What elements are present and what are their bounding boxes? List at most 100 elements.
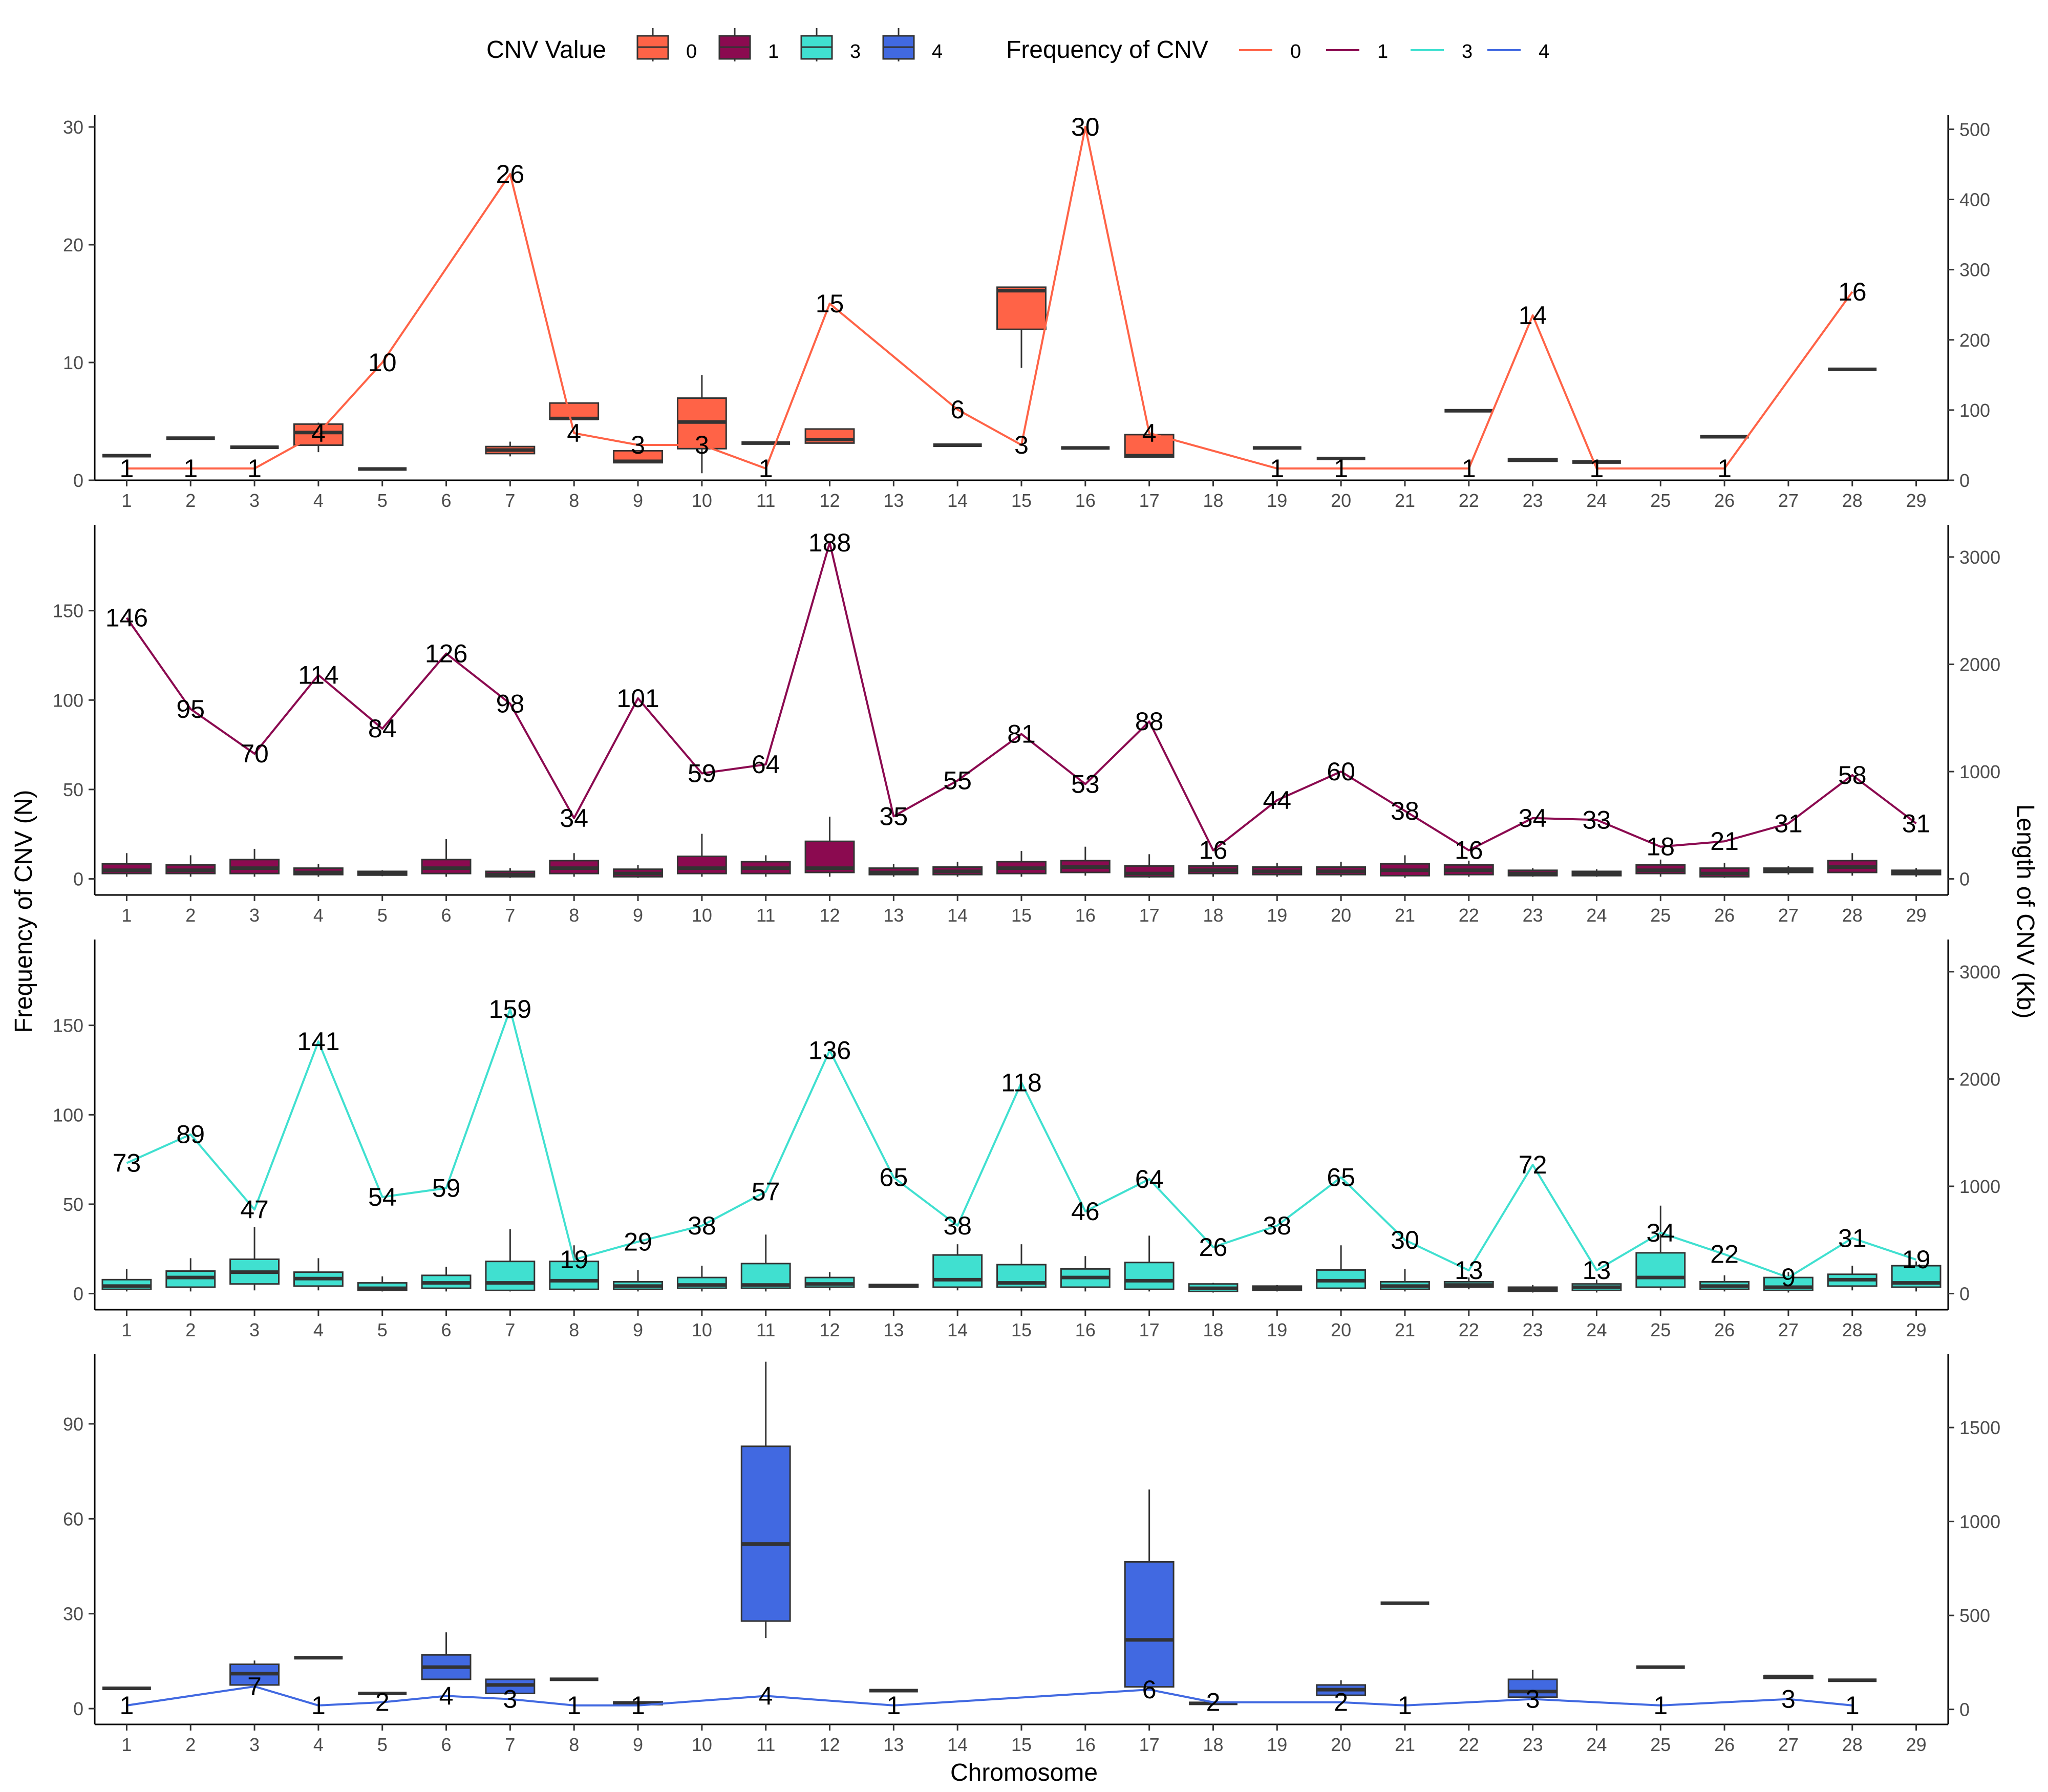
frequency-label-chr-24: 13 xyxy=(1583,1256,1611,1285)
x-tick-label: 18 xyxy=(1203,490,1223,511)
box xyxy=(676,856,727,874)
x-tick-label: 6 xyxy=(441,1734,452,1755)
frequency-label-chr-21: 30 xyxy=(1391,1226,1419,1254)
x-tick-label: 24 xyxy=(1586,1319,1607,1340)
boxplot-chr-24 xyxy=(1571,1279,1622,1293)
frequency-label-chr-18: 16 xyxy=(1199,836,1228,865)
boxplot-chr-12 xyxy=(804,428,855,444)
legend-line-keys: 0 1 3 4 xyxy=(1239,41,1549,62)
x-tick-label: 24 xyxy=(1586,490,1607,511)
frequency-label-chr-16: 53 xyxy=(1071,770,1100,798)
y-left-tick-label: 150 xyxy=(53,1015,83,1036)
x-tick-label: 16 xyxy=(1075,905,1096,926)
y-left-tick-label: 30 xyxy=(63,117,83,138)
frequency-label-chr-23: 14 xyxy=(1519,301,1547,330)
x-tick-label: 9 xyxy=(633,490,643,511)
boxplot-chr-17 xyxy=(1124,854,1175,878)
frequency-label-chr-4: 4 xyxy=(311,419,326,447)
frequency-label-chr-27: 9 xyxy=(1781,1263,1796,1292)
x-tick-label: 20 xyxy=(1331,905,1351,926)
x-tick-label: 11 xyxy=(756,490,775,511)
x-tick-label: 8 xyxy=(569,1319,579,1340)
boxplot-chr-25 xyxy=(1635,859,1686,877)
boxplot-chr-11 xyxy=(740,1234,791,1292)
frequency-label-chr-26: 1 xyxy=(1717,454,1732,483)
boxplot-chr-21 xyxy=(1380,1269,1430,1292)
boxplot-chr-26 xyxy=(1699,1275,1750,1292)
boxplot-chr-1 xyxy=(101,1269,152,1292)
boxplot-chr-13 xyxy=(868,1284,919,1288)
x-tick-label: 28 xyxy=(1842,490,1863,511)
boxplot-chr-6 xyxy=(421,839,472,877)
frequency-label-chr-16: 30 xyxy=(1071,113,1100,141)
x-tick-label: 3 xyxy=(249,1734,260,1755)
frequency-label-chr-22: 16 xyxy=(1455,836,1483,865)
x-tick-label: 23 xyxy=(1523,1734,1543,1755)
frequency-label-chr-5: 54 xyxy=(368,1183,397,1211)
x-tick-label: 10 xyxy=(692,905,712,926)
boxplot-chr-15 xyxy=(996,286,1047,368)
x-tick-label: 12 xyxy=(819,1319,840,1340)
frequency-label-chr-13: 35 xyxy=(880,802,908,830)
frequency-label-chr-1: 1 xyxy=(120,454,134,483)
boxplot-chr-4 xyxy=(293,1258,344,1291)
y-right-tick-label: 0 xyxy=(1959,869,1970,890)
x-tick-label: 12 xyxy=(819,1734,840,1755)
x-tick-label: 4 xyxy=(313,1734,324,1755)
boxplot-chr-22 xyxy=(1443,860,1494,877)
boxplot-chr-29 xyxy=(1891,868,1942,877)
x-tick-label: 8 xyxy=(569,905,579,926)
x-tick-label: 20 xyxy=(1331,1319,1351,1340)
x-tick-label: 6 xyxy=(441,1319,452,1340)
x-tick-label: 14 xyxy=(947,490,968,511)
boxplot-chr-25 xyxy=(1635,1205,1686,1291)
frequency-label-chr-14: 6 xyxy=(950,395,965,424)
boxplot-chr-24 xyxy=(1571,869,1622,877)
boxplot-chr-12 xyxy=(804,1272,855,1291)
boxplot-chr-3 xyxy=(229,1660,280,1686)
boxplot-chr-8 xyxy=(549,402,600,420)
x-tick-label: 21 xyxy=(1395,1319,1415,1340)
y-right-tick-label: 0 xyxy=(1959,1284,1970,1305)
frequency-label-chr-25: 1 xyxy=(1653,1691,1668,1720)
legend-line-label-0: 0 xyxy=(1290,41,1301,62)
x-tick-label: 22 xyxy=(1459,1734,1479,1755)
frequency-label-chr-29: 31 xyxy=(1902,809,1931,838)
x-tick-label: 28 xyxy=(1842,1734,1863,1755)
x-tick-label: 12 xyxy=(819,905,840,926)
boxplot-chr-6 xyxy=(421,1632,472,1680)
boxplot-chr-14 xyxy=(932,862,983,877)
y-left-tick-label: 90 xyxy=(63,1414,83,1435)
boxplot-chr-23 xyxy=(1507,1285,1558,1293)
frequency-label-chr-17: 88 xyxy=(1135,707,1164,736)
x-tick-label: 29 xyxy=(1906,905,1927,926)
y-right-tick-label: 3000 xyxy=(1959,547,2000,568)
x-tick-label: 16 xyxy=(1075,1319,1096,1340)
x-tick-label: 5 xyxy=(377,905,388,926)
frequency-label-chr-17: 6 xyxy=(1142,1675,1157,1704)
x-tick-label: 25 xyxy=(1650,490,1671,511)
frequency-label-chr-14: 55 xyxy=(943,766,972,795)
frequency-label-chr-17: 64 xyxy=(1135,1165,1164,1193)
frequency-label-chr-9: 3 xyxy=(631,431,645,459)
frequency-label-chr-9: 1 xyxy=(631,1691,645,1720)
frequency-label-chr-2: 89 xyxy=(176,1120,205,1149)
x-tick-label: 13 xyxy=(883,490,904,511)
x-tick-label: 25 xyxy=(1650,1734,1671,1755)
box xyxy=(1635,1252,1686,1288)
boxplot-chr-28 xyxy=(1827,853,1878,876)
y-right-tick-label: 500 xyxy=(1959,1605,1990,1626)
frequency-label-chr-28: 31 xyxy=(1838,1224,1867,1252)
frequency-label-chr-4: 1 xyxy=(311,1691,326,1720)
frequency-label-chr-20: 1 xyxy=(1334,454,1348,483)
frequency-label-chr-26: 22 xyxy=(1710,1240,1739,1269)
y-right-tick-label: 400 xyxy=(1959,189,1990,210)
x-tick-label: 9 xyxy=(633,905,643,926)
frequency-label-chr-24: 1 xyxy=(1590,454,1604,483)
x-tick-label: 26 xyxy=(1714,490,1735,511)
boxplot-chr-28 xyxy=(1827,1266,1878,1291)
